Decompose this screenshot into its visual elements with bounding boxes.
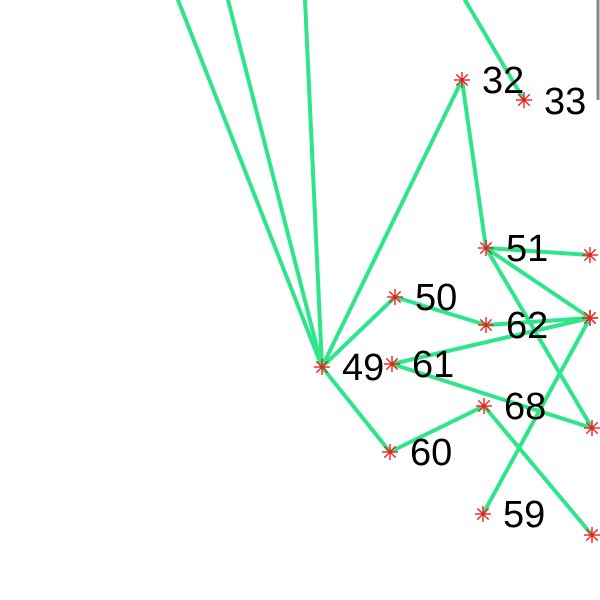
node-label: 50	[415, 277, 457, 319]
node-label: 62	[506, 305, 548, 347]
node-label: 32	[482, 60, 524, 102]
node-51: 51	[478, 228, 548, 270]
node-R3	[582, 310, 598, 326]
edge-50-62	[393, 295, 488, 327]
edge-61-R4	[390, 362, 594, 430]
edge-32-49	[320, 78, 464, 369]
node-62: 62	[478, 305, 548, 347]
node-marker-icon	[476, 398, 492, 414]
node-marker-icon	[582, 247, 598, 263]
node-marker-icon	[478, 240, 494, 256]
node-marker-icon	[582, 310, 598, 326]
edge-51-R4	[484, 246, 594, 430]
edge-offscreen-to-49	[303, 0, 324, 369]
edge-68-R5	[482, 404, 594, 537]
node-33: 33	[516, 81, 586, 123]
node-label: 68	[504, 386, 546, 428]
node-R5	[584, 527, 600, 543]
node-marker-icon	[478, 317, 494, 333]
node-marker-icon	[454, 72, 470, 88]
node-label: 59	[503, 494, 545, 536]
edge-51-R1	[484, 246, 592, 320]
node-R2	[582, 247, 598, 263]
node-label: 61	[412, 344, 454, 386]
edge-32-51	[460, 78, 488, 250]
edge-layer	[176, 0, 594, 537]
node-marker-icon	[387, 289, 403, 305]
edge-offscreen-to-49	[176, 0, 324, 369]
edge-60-68	[388, 404, 486, 454]
edge-62-R1	[484, 316, 592, 327]
node-32: 32	[454, 60, 524, 102]
node-59: 59	[475, 494, 545, 536]
node-label: 51	[506, 228, 548, 270]
node-marker-icon	[584, 420, 600, 436]
node-marker-icon	[314, 359, 330, 375]
edge-59-R3	[481, 316, 592, 516]
edge-49-60	[320, 365, 392, 454]
edge-61-R3	[390, 316, 592, 366]
edge-49-50	[320, 295, 397, 369]
edge-offscreen-to-33	[463, 0, 526, 102]
node-label: 60	[410, 432, 452, 474]
node-50: 50	[387, 277, 457, 319]
node-61: 61	[384, 344, 454, 386]
node-68: 68	[476, 386, 546, 428]
node-layer: 32 33 51 50 62 49 61 68 60 59	[314, 60, 600, 543]
node-marker-icon	[384, 356, 400, 372]
node-label: 33	[544, 81, 586, 123]
node-R4	[584, 420, 600, 436]
node-marker-icon	[584, 527, 600, 543]
edge-offscreen-to-49	[226, 0, 324, 369]
node-label: 49	[342, 347, 384, 389]
edge-R2-51	[484, 246, 592, 257]
node-marker-icon	[382, 444, 398, 460]
node-marker-icon	[475, 506, 491, 522]
node-marker-icon	[516, 92, 532, 108]
node-60: 60	[382, 432, 452, 474]
node-49: 49	[314, 347, 384, 389]
